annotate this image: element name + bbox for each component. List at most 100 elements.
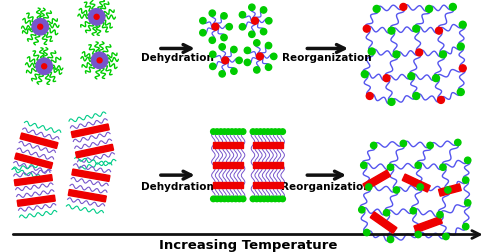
Circle shape	[438, 97, 444, 104]
Circle shape	[384, 210, 390, 216]
Polygon shape	[363, 171, 390, 190]
Circle shape	[417, 184, 424, 191]
Circle shape	[460, 22, 466, 29]
Circle shape	[410, 208, 416, 214]
Circle shape	[280, 129, 285, 135]
Circle shape	[266, 65, 272, 71]
Circle shape	[233, 129, 238, 135]
Polygon shape	[253, 163, 282, 169]
Polygon shape	[214, 163, 243, 169]
Circle shape	[209, 11, 216, 17]
Circle shape	[272, 129, 278, 135]
Circle shape	[415, 163, 422, 169]
Polygon shape	[214, 143, 243, 148]
Circle shape	[388, 99, 395, 106]
Circle shape	[42, 65, 46, 70]
Circle shape	[454, 140, 461, 146]
Circle shape	[413, 26, 420, 33]
Polygon shape	[20, 134, 58, 149]
Circle shape	[260, 8, 267, 14]
Circle shape	[440, 164, 446, 171]
Circle shape	[464, 158, 471, 164]
Circle shape	[97, 59, 102, 64]
Circle shape	[244, 48, 250, 54]
Polygon shape	[76, 145, 114, 158]
Circle shape	[222, 196, 228, 202]
Circle shape	[444, 187, 451, 193]
Circle shape	[226, 129, 231, 135]
Circle shape	[218, 196, 224, 202]
Circle shape	[437, 212, 443, 218]
Polygon shape	[14, 175, 52, 186]
Circle shape	[276, 196, 281, 202]
Circle shape	[427, 143, 434, 149]
Circle shape	[364, 26, 370, 33]
Circle shape	[94, 15, 99, 20]
Circle shape	[462, 224, 469, 230]
Circle shape	[209, 38, 216, 44]
Circle shape	[88, 9, 106, 27]
Circle shape	[269, 196, 274, 202]
Circle shape	[221, 14, 227, 20]
Circle shape	[254, 41, 260, 47]
Circle shape	[38, 25, 43, 30]
Circle shape	[415, 231, 422, 238]
Circle shape	[432, 75, 440, 82]
Text: Increasing Temperature: Increasing Temperature	[159, 238, 337, 251]
Polygon shape	[414, 217, 442, 233]
Circle shape	[370, 143, 377, 149]
Circle shape	[366, 93, 373, 100]
Polygon shape	[214, 183, 243, 189]
Circle shape	[400, 141, 406, 147]
Circle shape	[200, 18, 206, 25]
Circle shape	[210, 129, 216, 135]
Circle shape	[388, 236, 394, 243]
Circle shape	[258, 196, 263, 202]
Circle shape	[230, 47, 237, 53]
Circle shape	[252, 18, 258, 25]
Text: Reorganization: Reorganization	[282, 53, 372, 63]
Circle shape	[221, 35, 227, 42]
Circle shape	[368, 49, 375, 56]
Circle shape	[276, 129, 281, 135]
Circle shape	[248, 32, 255, 38]
Circle shape	[214, 196, 220, 202]
Circle shape	[464, 200, 471, 206]
Circle shape	[358, 207, 365, 213]
Circle shape	[388, 164, 394, 171]
Circle shape	[443, 233, 449, 240]
Circle shape	[250, 129, 256, 135]
Polygon shape	[253, 143, 282, 148]
Circle shape	[240, 196, 246, 202]
Circle shape	[248, 5, 255, 11]
Circle shape	[236, 58, 242, 64]
Circle shape	[256, 54, 264, 61]
Polygon shape	[14, 153, 52, 169]
Polygon shape	[370, 212, 397, 234]
Circle shape	[440, 52, 446, 59]
Circle shape	[394, 187, 400, 193]
Circle shape	[212, 24, 219, 31]
Circle shape	[240, 13, 246, 19]
Circle shape	[233, 196, 238, 202]
Circle shape	[258, 129, 263, 135]
Circle shape	[450, 5, 456, 11]
Circle shape	[373, 6, 380, 13]
Circle shape	[230, 69, 237, 75]
Polygon shape	[68, 190, 106, 202]
Circle shape	[413, 93, 420, 100]
Circle shape	[254, 68, 260, 74]
Circle shape	[32, 19, 49, 37]
Circle shape	[393, 52, 400, 59]
Text: Dehydration: Dehydration	[142, 181, 214, 191]
Circle shape	[272, 196, 278, 202]
Polygon shape	[402, 174, 430, 192]
Circle shape	[90, 52, 108, 70]
Circle shape	[214, 129, 220, 135]
Circle shape	[265, 129, 270, 135]
Circle shape	[254, 129, 260, 135]
Circle shape	[436, 28, 442, 35]
Circle shape	[364, 230, 370, 236]
Circle shape	[266, 43, 272, 50]
Circle shape	[262, 129, 267, 135]
